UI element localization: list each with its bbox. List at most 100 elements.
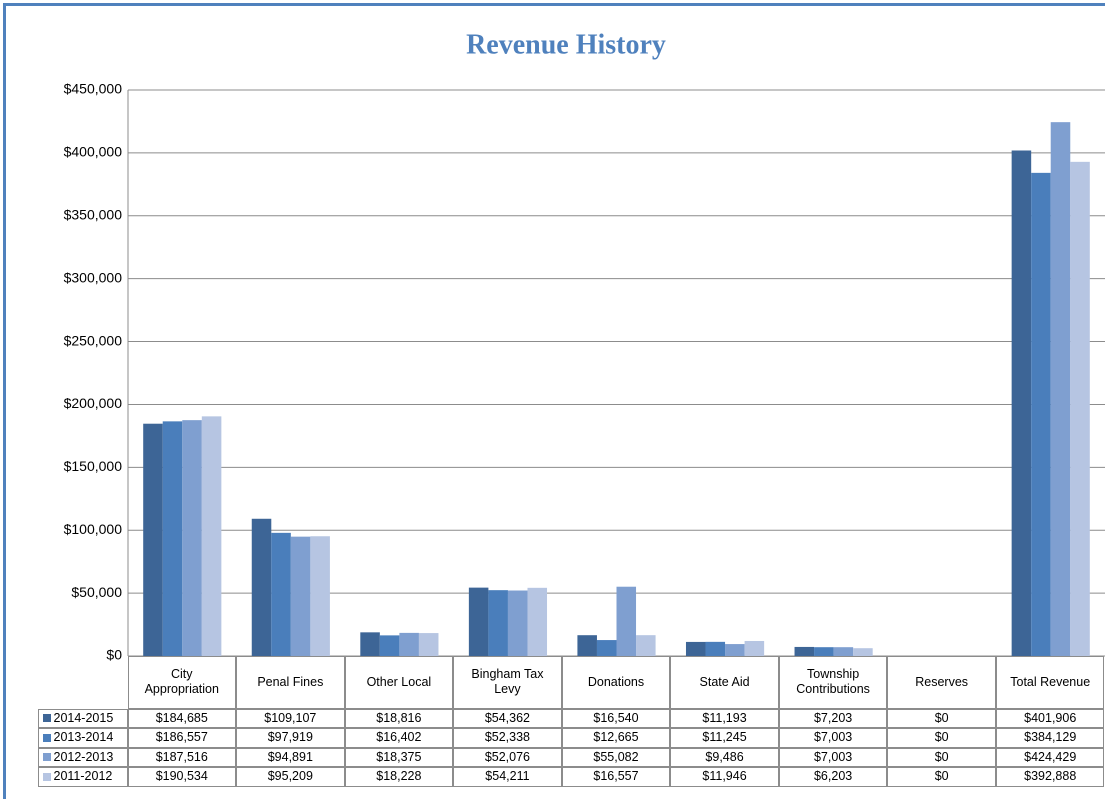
bar: [1070, 161, 1090, 656]
legend-label: 2011-2012: [53, 769, 113, 784]
value-label: $424,429: [995, 747, 1105, 767]
value-label: $55,082: [561, 747, 671, 767]
value-label: $401,906: [995, 708, 1105, 728]
y-tick-label: $200,000: [64, 395, 123, 411]
value-label: $7,003: [778, 728, 888, 748]
bar: [507, 590, 528, 656]
value-label: $0: [887, 747, 996, 767]
value-label: $0: [887, 767, 996, 787]
value-label: $16,557: [561, 767, 671, 787]
value-label: $11,245: [670, 728, 779, 748]
category-label: Total Revenue: [995, 655, 1105, 709]
value-label: $16,402: [344, 728, 454, 748]
legend-swatch: [42, 714, 51, 723]
bar: [488, 590, 508, 656]
value-label: $54,362: [453, 708, 562, 728]
bar: [744, 640, 765, 656]
value-label: $384,129: [995, 728, 1105, 748]
value-label: $18,375: [344, 747, 454, 767]
y-tick-label: $450,000: [64, 81, 123, 97]
value-label: $109,107: [236, 708, 345, 728]
bar: [271, 532, 291, 656]
y-tick-label: $50,000: [71, 584, 122, 600]
bar: [290, 536, 311, 656]
y-tick-label: $100,000: [64, 521, 123, 537]
bar: [577, 635, 597, 656]
value-label: $52,338: [453, 728, 562, 748]
value-label: $7,003: [778, 747, 888, 767]
value-label: $54,211: [453, 767, 562, 787]
legend-entry: 2011-2012: [37, 767, 128, 787]
value-label: $95,209: [236, 767, 345, 787]
bar: [1031, 172, 1051, 656]
y-tick-label: $150,000: [64, 458, 123, 474]
value-label: $0: [887, 728, 996, 748]
category-label: Reserves: [887, 655, 996, 709]
category-label: Penal Fines: [236, 655, 345, 709]
value-label: $12,665: [561, 728, 671, 748]
value-label: $0: [887, 708, 996, 728]
bar: [418, 633, 439, 656]
bar: [360, 632, 380, 656]
bar: [725, 644, 745, 656]
y-tick-label: $0: [106, 647, 122, 663]
bar: [527, 587, 548, 656]
value-label: $184,685: [127, 708, 237, 728]
bar: [705, 641, 726, 656]
value-label: $11,193: [670, 708, 779, 728]
legend-label: 2014-2015: [53, 710, 114, 725]
legend-label: 2013-2014: [53, 730, 114, 745]
category-label: City Appropriation: [127, 655, 237, 709]
bar: [636, 635, 656, 656]
bar: [310, 536, 330, 656]
legend-entry: 2012-2013: [37, 747, 128, 767]
bar: [143, 423, 163, 656]
legend-swatch: [42, 753, 51, 762]
category-label: Township Contributions: [778, 655, 888, 709]
value-label: $186,557: [127, 728, 237, 748]
value-label: $52,076: [453, 747, 562, 767]
legend-entry: 2013-2014: [37, 728, 128, 748]
value-label: $11,946: [670, 767, 779, 787]
value-label: $190,534: [127, 767, 237, 787]
y-tick-label: $250,000: [64, 332, 123, 348]
value-label: $18,816: [344, 708, 454, 728]
bar: [596, 640, 617, 656]
value-label: $392,888: [995, 767, 1105, 787]
bar: [685, 641, 706, 656]
category-label: Bingham Tax Levy: [453, 655, 562, 709]
bar: [379, 635, 400, 656]
legend-swatch: [42, 733, 51, 742]
legend-entry: 2014-2015: [37, 708, 128, 728]
bar: [1011, 150, 1032, 656]
legend-label: 2012-2013: [53, 749, 114, 764]
category-label: State Aid: [670, 655, 779, 709]
category-label: Donations: [561, 655, 671, 709]
value-label: $187,516: [127, 747, 237, 767]
value-label: $18,228: [344, 767, 454, 787]
frame: [3, 3, 1105, 799]
y-tick-label: $300,000: [64, 269, 123, 285]
y-tick-label: $350,000: [64, 206, 123, 222]
bar: [814, 647, 834, 656]
value-label: $6,203: [778, 767, 888, 787]
chart-title: Revenue History: [466, 29, 666, 60]
value-label: $9,486: [670, 747, 779, 767]
bar: [399, 632, 419, 656]
bar: [201, 416, 222, 656]
bar: [833, 647, 854, 656]
bar: [251, 518, 272, 656]
bar: [794, 646, 815, 656]
bar: [853, 648, 873, 656]
value-label: $97,919: [236, 728, 345, 748]
category-label: Other Local: [344, 655, 454, 709]
bar: [616, 586, 637, 656]
value-label: $16,540: [561, 708, 671, 728]
bar: [1050, 122, 1071, 656]
bar: [182, 420, 202, 656]
y-tick-label: $400,000: [64, 144, 123, 160]
value-label: $7,203: [778, 708, 888, 728]
legend-swatch: [42, 772, 51, 781]
bar: [468, 587, 489, 656]
